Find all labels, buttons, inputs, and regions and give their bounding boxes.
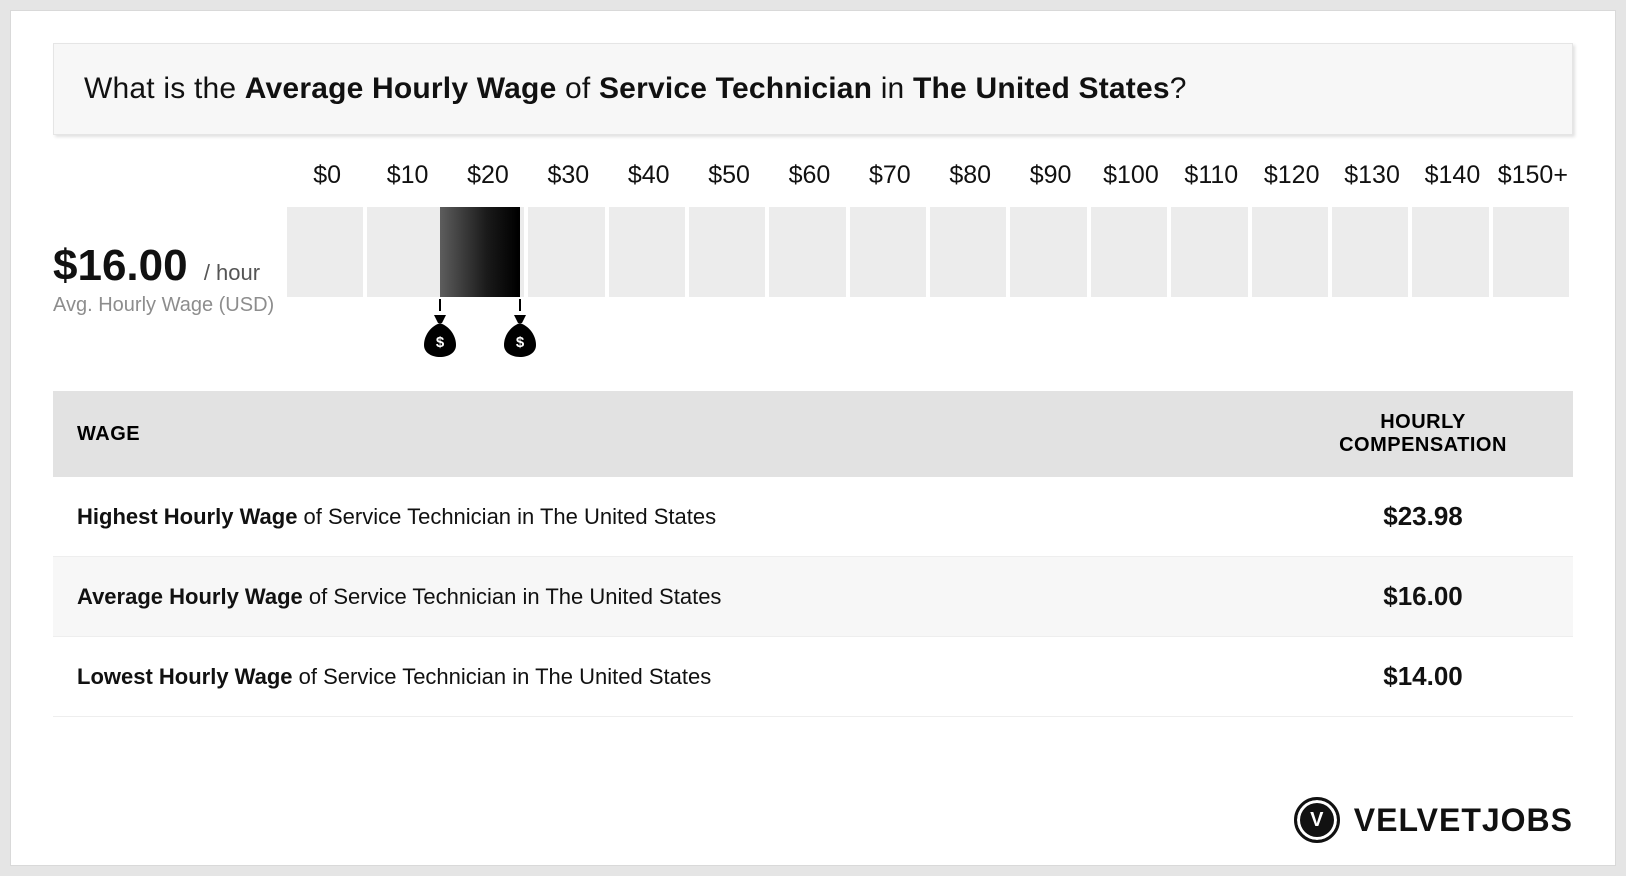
axis-tick: $0 xyxy=(287,161,367,205)
wage-value: $14.00 xyxy=(1273,637,1573,717)
table-row: Average Hourly Wage of Service Technicia… xyxy=(53,557,1573,637)
axis-tick: $90 xyxy=(1010,161,1090,205)
avg-wage-value: $16.00 xyxy=(53,241,188,290)
marker-tick xyxy=(519,299,521,311)
wage-cell xyxy=(1010,207,1086,297)
wage-label-bold: Average Hourly Wage xyxy=(77,584,303,609)
title-emph-3: The United States xyxy=(913,72,1170,105)
wage-cell xyxy=(689,207,765,297)
wage-value: $23.98 xyxy=(1273,477,1573,557)
wage-label-rest: of Service Technician in The United Stat… xyxy=(293,664,712,689)
axis-tick: $70 xyxy=(850,161,930,205)
svg-text:$: $ xyxy=(516,334,525,351)
title-mid-1: of xyxy=(556,72,599,105)
axis-tick: $10 xyxy=(367,161,447,205)
wage-label-bold: Highest Hourly Wage xyxy=(77,504,297,529)
page-title: What is the Average Hourly Wage of Servi… xyxy=(84,72,1542,106)
wage-value: $16.00 xyxy=(1273,557,1573,637)
wage-cell xyxy=(287,207,363,297)
svg-text:$: $ xyxy=(436,334,445,351)
axis-tick: $50 xyxy=(689,161,769,205)
wage-chart: $0$10$20$30$40$50$60$70$80$90$100$110$12… xyxy=(287,161,1573,365)
brand-logo: V VELVETJOBS xyxy=(1294,797,1573,843)
axis-tick: $60 xyxy=(769,161,849,205)
marker-tick xyxy=(439,299,441,311)
avg-wage-unit: / hour xyxy=(204,260,260,285)
wage-label-rest: of Service Technician in The United Stat… xyxy=(297,504,716,529)
axis-tick: $140 xyxy=(1412,161,1492,205)
axis-tick: $110 xyxy=(1171,161,1251,205)
title-prefix: What is the xyxy=(84,72,245,105)
axis-tick: $100 xyxy=(1091,161,1171,205)
axis-tick: $80 xyxy=(930,161,1010,205)
money-bag-icon: $ xyxy=(420,299,460,357)
wage-markers: $ $ xyxy=(287,299,1573,365)
summary-column: $16.00 / hour Avg. Hourly Wage (USD) xyxy=(53,161,287,365)
avg-wage-label: Avg. Hourly Wage (USD) xyxy=(53,294,287,317)
axis-tick: $150+ xyxy=(1493,161,1573,205)
wage-cell xyxy=(850,207,926,297)
money-bag-icon: $ xyxy=(500,299,540,357)
chart-block: $16.00 / hour Avg. Hourly Wage (USD) $0$… xyxy=(53,161,1573,365)
title-emph-1: Average Hourly Wage xyxy=(245,72,557,105)
wage-label: Average Hourly Wage of Service Technicia… xyxy=(53,557,1273,637)
card: What is the Average Hourly Wage of Servi… xyxy=(10,10,1616,866)
avg-wage-value-wrap: $16.00 / hour xyxy=(53,244,287,288)
wage-label: Highest Hourly Wage of Service Technicia… xyxy=(53,477,1273,557)
wage-label-rest: of Service Technician in The United Stat… xyxy=(303,584,722,609)
axis-tick: $130 xyxy=(1332,161,1412,205)
wage-cell xyxy=(769,207,845,297)
wage-strip xyxy=(287,207,1573,297)
axis-tick: $30 xyxy=(528,161,608,205)
axis-tick: $120 xyxy=(1252,161,1332,205)
table-row: Lowest Hourly Wage of Service Technician… xyxy=(53,637,1573,717)
wage-label-bold: Lowest Hourly Wage xyxy=(77,664,293,689)
wage-cell xyxy=(1493,207,1569,297)
wage-cell xyxy=(1412,207,1488,297)
wage-table: WAGE HOURLY COMPENSATION Highest Hourly … xyxy=(53,391,1573,717)
brand-name: VELVETJOBS xyxy=(1354,802,1573,839)
wage-cell xyxy=(930,207,1006,297)
wage-cell xyxy=(1252,207,1328,297)
table-row: Highest Hourly Wage of Service Technicia… xyxy=(53,477,1573,557)
brand-mark-letter: V xyxy=(1310,809,1323,832)
title-mid-2: in xyxy=(872,72,913,105)
wage-cell xyxy=(609,207,685,297)
wage-cell xyxy=(1171,207,1247,297)
wage-label: Lowest Hourly Wage of Service Technician… xyxy=(53,637,1273,717)
axis-ticks: $0$10$20$30$40$50$60$70$80$90$100$110$12… xyxy=(287,161,1573,205)
wage-cell xyxy=(1332,207,1408,297)
wage-cell xyxy=(1091,207,1167,297)
wage-cell xyxy=(528,207,604,297)
col-compensation: HOURLY COMPENSATION xyxy=(1273,391,1573,477)
title-suffix: ? xyxy=(1170,72,1187,105)
title-emph-2: Service Technician xyxy=(599,72,872,105)
wage-cell xyxy=(367,207,443,297)
axis-tick: $40 xyxy=(609,161,689,205)
wage-range-fill xyxy=(440,207,520,297)
brand-mark-icon: V xyxy=(1294,797,1340,843)
col-wage: WAGE xyxy=(53,391,1273,477)
axis-tick: $20 xyxy=(448,161,528,205)
title-panel: What is the Average Hourly Wage of Servi… xyxy=(53,43,1573,135)
